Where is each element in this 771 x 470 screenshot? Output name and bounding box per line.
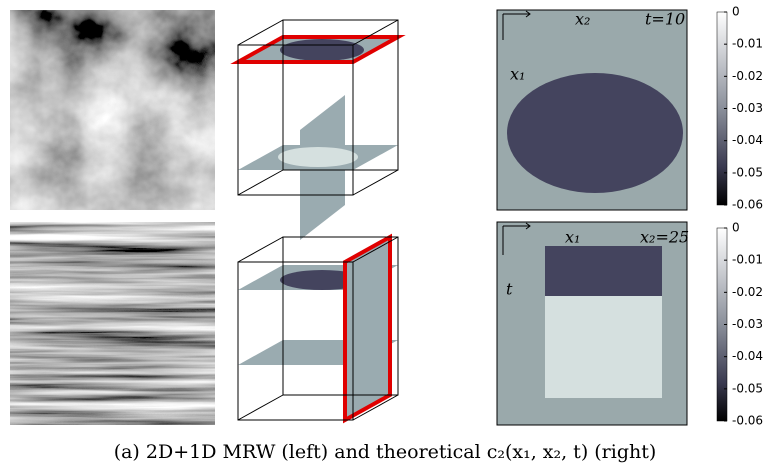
axis-label: x₁ [510,65,525,84]
cube-top [238,20,398,240]
tick-label: -0.03 [732,101,763,115]
tick-label: -0.01 [732,37,763,51]
tick-label: -0.02 [732,69,763,83]
axis-label: x₁ [565,228,580,247]
tick-label: -0.04 [732,133,763,147]
tick-label: -0.01 [732,253,763,267]
figure: (a) 2D+1D MRW (left) and theoretical c₂(… [0,0,771,470]
tick-label: -0.04 [732,349,763,363]
tick-label: -0.03 [732,317,763,331]
cube-bottom [238,237,398,420]
tick-label: -0.06 [732,198,763,212]
ellipse-region [507,73,683,193]
mrw-field [10,10,215,210]
light-region [545,296,662,398]
tick-label: -0.06 [732,414,763,428]
mrw-field [10,222,215,425]
caption: (a) 2D+1D MRW (left) and theoretical c₂(… [114,441,657,463]
axis-label: t [506,280,513,299]
tick-label: -0.02 [732,285,763,299]
tick-label: -0.05 [732,381,763,395]
tick-label: 0 [732,5,740,19]
tick-label: -0.05 [732,165,763,179]
tick-label: 0 [732,221,740,235]
axis-label: x₂ [575,10,590,29]
axis-label: t=10 [645,10,685,29]
axis-label: x₂=25 [640,228,689,247]
dark-region [545,246,662,296]
